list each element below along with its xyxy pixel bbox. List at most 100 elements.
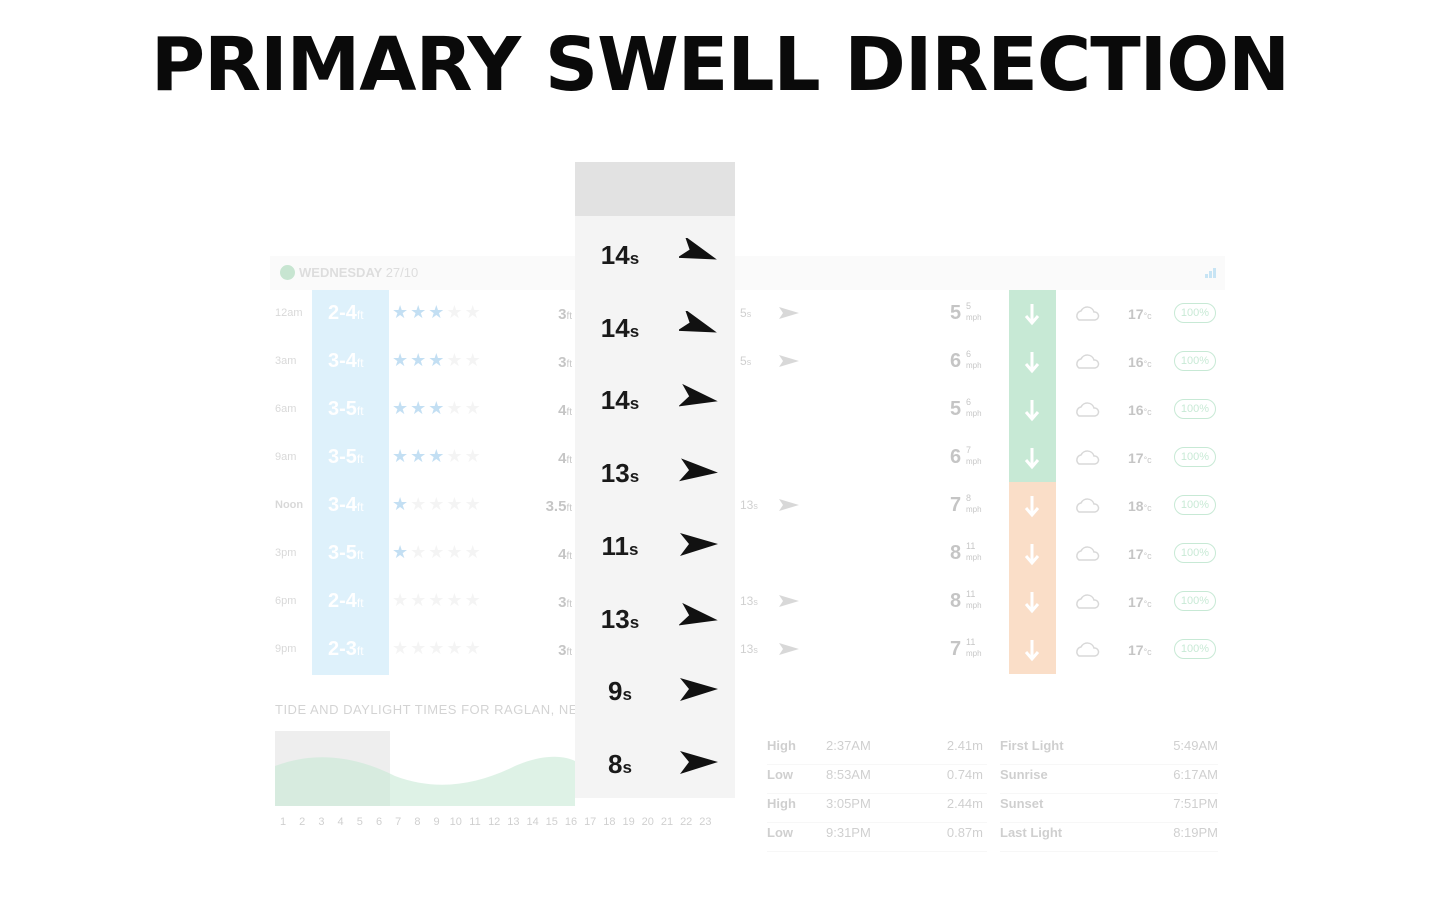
swell-height: 4ft (532, 402, 572, 419)
star-icon: ★ (446, 494, 465, 514)
wind-gust: 7 (966, 445, 972, 455)
probability-badge: 100% (1174, 351, 1216, 371)
star-icon: ★ (428, 590, 447, 610)
swell-height-unit: ft (566, 599, 572, 610)
swell-height: 4ft (532, 546, 572, 563)
wave-height: 3-5ft (328, 446, 364, 469)
forecast-row: 9am 3-5ft ★★★★★ 4ft 6 7 mph 17°c 100% (270, 434, 1225, 482)
primary-swell-column: 14s 14s 14s 13s 11s 13s 9s 8s (575, 162, 735, 798)
swell-height: 3ft (532, 594, 572, 611)
temperature-unit: °c (1143, 503, 1152, 513)
swell-arrow-icon (779, 307, 799, 319)
forecast-row: 12am 2-4ft ★★★★★ 3ft 5s 5 5 mph 17°c 100% (270, 290, 1225, 338)
wave-unit: ft (356, 404, 364, 418)
swell-arrow-icon (779, 355, 799, 367)
swell-period-unit: s (622, 685, 632, 705)
secondary-period-unit: s (746, 309, 752, 319)
wave-value: 3-4 (328, 494, 357, 516)
temperature-value: 17 (1128, 594, 1144, 610)
star-icon: ★ (410, 638, 429, 658)
swell-height: 4ft (532, 450, 572, 467)
tide-axis-label: 14 (526, 816, 539, 828)
swell-period: 14s (575, 240, 665, 271)
star-rating: ★★★★★ (392, 398, 483, 419)
swell-arrow-icon (779, 499, 799, 511)
daylight-label: Sunset (1000, 796, 1044, 811)
tide-times-table: High 2:37AM 2.41m Low 8:53AM 0.74m High 3:05PM 2… (767, 736, 987, 852)
chevron-up-icon[interactable] (280, 265, 295, 280)
swell-period-value: 13 (600, 603, 630, 634)
swell-height: 3ft (532, 642, 572, 659)
wind-direction (1009, 386, 1056, 434)
star-rating: ★★★★★ (392, 542, 483, 563)
swell-height-unit: ft (566, 647, 572, 658)
wave-height: 2-3ft (328, 638, 364, 661)
daylight-label: Sunrise (1000, 767, 1048, 782)
probability-badge: 100% (1174, 591, 1216, 611)
forecast-row: 6am 3-5ft ★★★★★ 4ft 5 6 mph 16°c 100% (270, 386, 1225, 434)
temperature-value: 17 (1128, 450, 1144, 466)
swell-height-value: 4 (558, 450, 567, 467)
wind-direction (1009, 482, 1056, 530)
star-icon: ★ (464, 302, 483, 322)
wave-unit: ft (356, 644, 364, 658)
row-time: 6am (275, 403, 297, 415)
swell-period: 14s (575, 313, 665, 344)
secondary-swell-period: 13s (740, 594, 758, 608)
wave-unit: ft (356, 548, 364, 562)
tide-axis-label: 17 (584, 816, 597, 828)
forecast-row: 9pm 2-3ft ★★★★★ 3ft 13s 7 11 mph 17°c 100% (270, 626, 1225, 674)
swell-height-value: 3.5 (545, 498, 567, 515)
tide-time: 8:53AM (826, 767, 871, 782)
star-rating: ★★★★★ (392, 350, 483, 371)
wave-unit: ft (356, 500, 364, 514)
wave-unit: ft (356, 308, 364, 322)
tide-type: High (767, 738, 796, 753)
star-icon: ★ (428, 398, 447, 418)
primary-swell-row: 9s (575, 652, 735, 725)
star-icon: ★ (446, 398, 465, 418)
temperature: 16°c (1128, 354, 1152, 370)
star-icon: ★ (446, 590, 465, 610)
tide-axis-label: 9 (433, 816, 440, 828)
wind-unit: mph (966, 457, 982, 466)
tide-axis-label: 23 (699, 816, 712, 828)
forecast-table: WEDNESDAY 27/10 12am 2-4ft ★★★★★ 3ft 5s 5 5 mph… (270, 256, 1225, 852)
probability-badge: 100% (1174, 495, 1216, 515)
swell-period-unit: s (629, 249, 640, 268)
secondary-period-unit: s (746, 357, 752, 367)
column-header (575, 162, 735, 216)
wind-value: 5 (950, 398, 962, 420)
wind-unit: mph (966, 649, 982, 658)
row-time: 3pm (275, 547, 297, 559)
swell-height: 3ft (532, 354, 572, 371)
tide-time: 2:37AM (826, 738, 871, 753)
star-icon: ★ (446, 638, 465, 658)
tide-axis-label: 18 (603, 816, 616, 828)
forecast-row: 3am 3-4ft ★★★★★ 3ft 5s 6 6 mph 16°c 100% (270, 338, 1225, 386)
star-rating: ★★★★★ (392, 494, 483, 515)
star-icon: ★ (464, 590, 483, 610)
sun-rain-icon (1073, 638, 1103, 662)
star-icon: ★ (392, 542, 411, 562)
probability-badge: 100% (1174, 447, 1216, 467)
sun-rain-icon (1073, 542, 1103, 566)
swell-height: 3.5ft (532, 498, 572, 515)
tide-axis-label: 7 (395, 816, 402, 828)
swell-period-value: 8 (608, 748, 623, 779)
day-header[interactable]: WEDNESDAY 27/10 (270, 256, 1225, 290)
secondary-swell-period: 13s (740, 642, 758, 656)
wind-direction (1009, 578, 1056, 626)
swell-period-unit: s (629, 394, 640, 414)
star-icon: ★ (392, 446, 411, 466)
tide-height: 2.44m (946, 796, 983, 811)
swell-arrow-icon (779, 595, 799, 607)
star-icon: ★ (464, 542, 483, 562)
daylight-row: Sunset 7:51PM (1000, 794, 1218, 823)
temperature-value: 16 (1128, 402, 1144, 418)
wave-height: 2-4ft (328, 302, 364, 325)
temperature-unit: °c (1143, 599, 1152, 609)
wind-speed: 6 6 mph (950, 350, 992, 373)
temperature-unit: °c (1143, 407, 1152, 417)
wind-value: 6 (950, 446, 962, 468)
